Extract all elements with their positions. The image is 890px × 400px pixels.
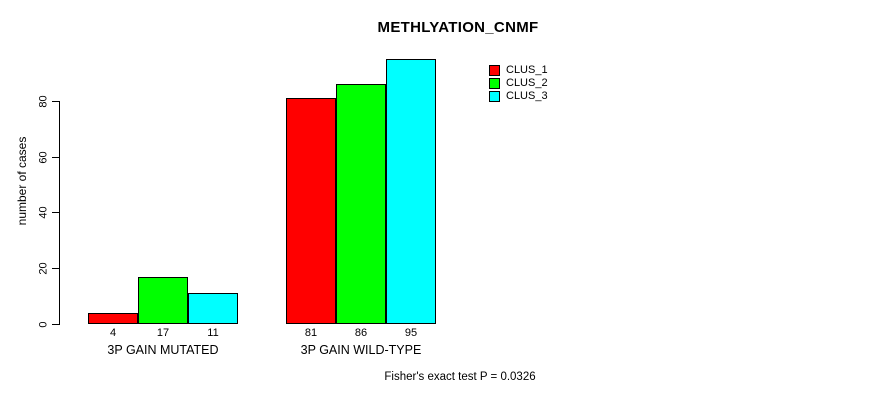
bar-value-label: 11 [207, 327, 219, 339]
bar-value-label: 4 [109, 327, 117, 339]
bar-value-label: 17 [156, 327, 170, 339]
y-tick-label: 20 [37, 262, 50, 275]
legend-swatch-clus_3 [489, 91, 500, 102]
y-tick-label: 60 [37, 151, 50, 164]
x-category-label-mutated: 3P GAIN MUTATED [107, 343, 219, 357]
bar-clus_3-group1 [188, 293, 238, 324]
legend-label: CLUS_3 [506, 90, 548, 102]
legend-swatch-clus_2 [489, 78, 500, 89]
y-tick [52, 157, 59, 158]
legend-row-clus_3: CLUS_3 [489, 91, 548, 102]
y-axis-label: number of cases [15, 136, 29, 226]
legend-label: CLUS_1 [506, 64, 548, 76]
x-category-label-wild-type: 3P GAIN WILD-TYPE [300, 343, 422, 357]
y-tick-label: 40 [37, 206, 50, 219]
bar-value-label: 81 [304, 327, 318, 339]
y-tick [52, 101, 59, 102]
bar-clus_1-group2 [286, 98, 336, 324]
bar-clus_2-group2 [336, 84, 386, 324]
bar-clus_3-group2 [386, 59, 436, 324]
bar-value-label: 95 [404, 327, 418, 339]
legend-swatch-clus_1 [489, 65, 500, 76]
y-tick-label: 0 [37, 321, 50, 328]
bar-clus_2-group1 [138, 277, 188, 324]
legend-row-clus_2: CLUS_2 [489, 78, 548, 89]
fisher-test-annotation: Fisher's exact test P = 0.0326 [384, 371, 536, 383]
y-tick [52, 212, 59, 213]
legend-label: CLUS_2 [506, 77, 548, 89]
y-tick [52, 324, 59, 325]
y-tick-label: 80 [37, 95, 50, 108]
bar-value-label: 86 [354, 327, 368, 339]
legend-row-clus_1: CLUS_1 [489, 65, 548, 76]
chart-title: METHLYATION_CNMF [377, 19, 539, 36]
y-axis-line [59, 101, 60, 325]
bar-clus_1-group1 [88, 313, 138, 324]
y-tick [52, 268, 59, 269]
legend: CLUS_1 CLUS_2 CLUS_3 [489, 65, 548, 104]
